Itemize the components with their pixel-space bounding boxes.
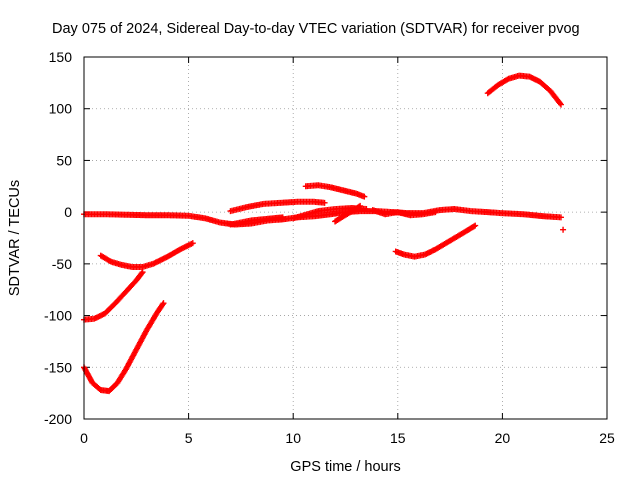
series-arc-upper-left bbox=[227, 198, 328, 215]
x-tick-label: 20 bbox=[495, 430, 511, 446]
y-tick-label: 150 bbox=[49, 49, 73, 65]
series-isolated-point bbox=[560, 226, 567, 233]
x-tick-label: 15 bbox=[390, 430, 406, 446]
chart-title: Day 075 of 2024, Sidereal Day-to-day VTE… bbox=[52, 21, 580, 37]
x-axis-title: GPS time / hours bbox=[290, 459, 400, 475]
x-tick-label: 0 bbox=[80, 430, 88, 446]
data-point bbox=[363, 206, 370, 213]
series-arc-pink-dip bbox=[227, 214, 286, 228]
y-tick-label: 0 bbox=[64, 204, 72, 220]
data-point bbox=[472, 222, 479, 229]
ticks: 0 5 10 15 20 25 -200 -150 -100 -50 0 50 100 150 bbox=[44, 49, 615, 446]
series-arc-high-short bbox=[302, 182, 368, 200]
y-tick-label: 100 bbox=[49, 101, 73, 117]
data-point bbox=[557, 100, 564, 107]
data-point bbox=[557, 214, 564, 221]
data-point bbox=[432, 209, 439, 216]
series-arc-neg-170 bbox=[81, 300, 167, 395]
series-arc-small-hook bbox=[332, 202, 364, 225]
data-point bbox=[357, 202, 364, 209]
data-point bbox=[355, 203, 362, 210]
y-tick-label: -150 bbox=[44, 359, 72, 375]
y-tick-label: -100 bbox=[44, 308, 72, 324]
x-tick-label: 10 bbox=[285, 430, 301, 446]
y-tick-label: 50 bbox=[56, 152, 72, 168]
data-point bbox=[160, 300, 167, 307]
data-point bbox=[159, 301, 166, 308]
data-point bbox=[560, 226, 567, 233]
data-points bbox=[81, 72, 567, 395]
data-point bbox=[471, 223, 478, 230]
data-point bbox=[557, 101, 564, 108]
data-point bbox=[189, 240, 196, 247]
x-tick-label: 5 bbox=[185, 430, 193, 446]
series-arc-neg-40-right bbox=[392, 222, 479, 260]
plot-frame bbox=[83, 56, 608, 420]
y-tick-label: -50 bbox=[52, 256, 72, 272]
data-point bbox=[279, 214, 286, 221]
grid bbox=[84, 57, 607, 419]
data-point bbox=[361, 193, 368, 200]
data-point bbox=[321, 199, 328, 206]
series-arc-neg-50 bbox=[97, 240, 196, 270]
data-point bbox=[138, 270, 145, 277]
data-point bbox=[139, 269, 146, 276]
series-arc-neg-100 bbox=[81, 269, 146, 323]
series-arc-high-right bbox=[484, 72, 564, 108]
y-axis-title: SDTVAR / TECUs bbox=[7, 180, 23, 296]
series-arc-mid-wiggle bbox=[369, 207, 439, 219]
x-tick-label: 25 bbox=[599, 430, 615, 446]
y-tick-label: -200 bbox=[44, 411, 72, 427]
